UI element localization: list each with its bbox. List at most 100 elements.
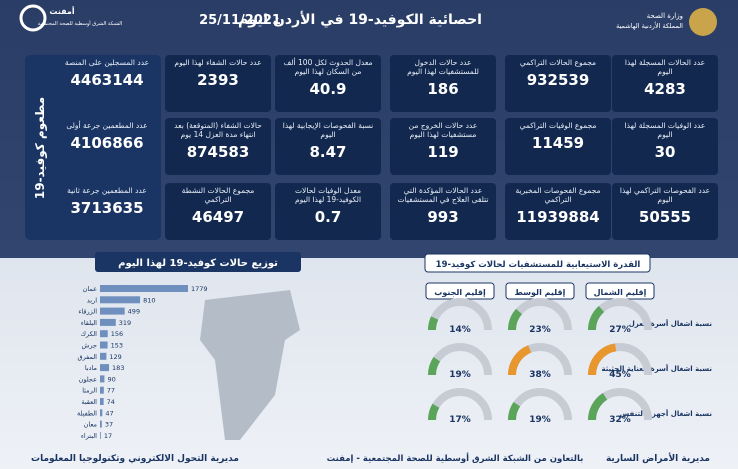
gauge-label: 19% — [449, 370, 471, 380]
stat-label: نسبة الفحوصات الإيجابية لهذا اليوم — [282, 121, 374, 139]
stat-card: عدد الحالات المسجلة لهذا اليوم 4283 — [612, 55, 718, 112]
capacity-title-box — [424, 253, 651, 273]
partner-logo — [19, 4, 47, 32]
region: إقليم الشمال — [594, 288, 647, 297]
bar — [100, 307, 125, 315]
gauge-label: 38% — [529, 370, 551, 380]
stat-label: مجموع الحالات التراكمي — [519, 58, 597, 67]
stat-label: حالات الشفاء (المتوقعة) بعد انتهاء مدة ا… — [174, 121, 262, 139]
bar — [100, 420, 102, 428]
distribution-title-box — [95, 252, 301, 272]
ministry: وزارة الصحة — [647, 12, 683, 20]
gauge-label: 14% — [449, 325, 471, 335]
region: إقليم الوسط — [515, 288, 566, 297]
vaccine-label: عدد المطعمين جرعة أولى — [66, 121, 148, 130]
stat-value: 2393 — [197, 71, 239, 89]
governorate: جرش — [81, 342, 97, 350]
bar-label: 17 — [104, 432, 112, 440]
governorate: اربد — [87, 296, 97, 304]
gauge-value — [428, 357, 441, 376]
gauge-label: 27% — [609, 325, 631, 335]
kingdom: المملكة الأردنية الهاشمية — [616, 21, 683, 30]
distribution-title: توزيع حالات كوفيد-19 لهذا اليوم — [118, 258, 278, 269]
bar-label: 153 — [111, 342, 123, 350]
stat-label: مجموع الحالات النشطة التراكمي — [181, 186, 255, 204]
vaccine-value: 4463144 — [70, 71, 144, 89]
bar-label: 129 — [109, 353, 121, 361]
row-label: نسبة اشغال أسرة العناية الحثيثة — [601, 364, 712, 373]
gauge-value — [588, 305, 605, 331]
stat-label: عدد حالات الخروج من مستشفيات لهذا اليوم — [408, 121, 478, 139]
stat-card: مجموع الحالات النشطة التراكمي 46497 — [165, 183, 271, 240]
row-label: نسبة اشغال أسرة العزل — [629, 319, 713, 328]
stat-value: 0.7 — [314, 208, 342, 226]
stat-value: 50555 — [638, 208, 692, 226]
footer-left: مديرية التحول الالكتروني وتكنولوجيا المع… — [31, 454, 239, 464]
vaccine-value: 4106866 — [70, 134, 144, 152]
gauge-label: 23% — [529, 325, 551, 335]
bar-label: 499 — [128, 308, 140, 316]
gauge-value — [428, 316, 439, 331]
governorate: الكرك — [81, 330, 98, 338]
emblem — [689, 8, 717, 36]
partner: أمفنت — [49, 6, 74, 16]
gauge-value — [428, 403, 440, 421]
bar-label: 810 — [143, 296, 155, 304]
stat-card: عدد حالات الخروج من مستشفيات لهذا اليوم 1… — [390, 118, 496, 175]
governorate: معان — [84, 421, 97, 429]
stat-label: عدد الوفيات المسجلة لهذا اليوم — [624, 121, 706, 139]
stat-card: مجموع الوفيات التراكمي 11459 — [505, 118, 611, 175]
governorate: البتراء — [81, 432, 97, 440]
vaccine-card: عدد المطعمين جرعة أولى 4106866 — [56, 118, 158, 175]
vaccine-label: عدد المطعمين جرعة ثانية — [67, 186, 147, 195]
stat-value: 11939884 — [516, 208, 600, 226]
gauge-value — [588, 392, 608, 421]
stat-label: مجموع الوفيات التراكمي — [519, 121, 597, 130]
map — [200, 290, 300, 440]
bar-label: 319 — [119, 319, 131, 327]
bar — [100, 285, 188, 292]
bar-label: 37 — [105, 421, 113, 429]
partner-full: الشبكة الشرق أوسطية للصحة المجتمعية — [38, 20, 122, 27]
vaccine-card: عدد المطعمين جرعة ثانية 3713635 — [56, 183, 158, 240]
bar — [100, 398, 104, 405]
bar — [100, 341, 108, 349]
governorate: الطفيلة — [77, 409, 97, 417]
stat-value: 40.9 — [309, 80, 347, 98]
stat-value: 30 — [654, 143, 676, 161]
footer-center: بالتعاون من الشبكة الشرق أوسطية للصحة ال… — [327, 452, 584, 464]
bar — [100, 364, 110, 372]
stat-label: عدد الحالات المسجلة لهذا اليوم — [624, 58, 706, 76]
stat-value: 8.47 — [309, 143, 347, 161]
bar-label: 183 — [112, 364, 124, 372]
stat-card: نسبة الفحوصات الإيجابية لهذا اليوم 8.47 — [275, 118, 381, 175]
bar — [100, 375, 105, 383]
gauge-label: 19% — [529, 415, 551, 425]
bar — [100, 431, 101, 439]
gauge-label: 32% — [609, 415, 631, 425]
gauge-label: 45% — [609, 370, 631, 380]
bar-label: 156 — [111, 330, 123, 338]
stat-value: 119 — [427, 143, 459, 161]
stat-value: 932539 — [526, 71, 590, 89]
row-label: نسبة اشغال أجهزة التنفس — [620, 409, 713, 418]
bar — [100, 409, 103, 417]
bar-label: 90 — [107, 375, 115, 383]
stat-card: مجموع الفحوصات المخبرية التراكمي 11939884 — [505, 183, 611, 240]
bar-label: 1779 — [191, 285, 208, 293]
bar-label: 47 — [105, 409, 113, 417]
governorate: البلقاء — [81, 319, 97, 327]
gauge-value — [508, 402, 521, 421]
bar — [100, 296, 141, 304]
governorate: عجلون — [79, 375, 97, 383]
stat-value: 4283 — [644, 80, 686, 98]
governorate: الرمثا — [82, 387, 97, 395]
vaccine-panel — [25, 55, 161, 240]
governorate: المفرق — [78, 353, 98, 361]
governorate: العقبة — [81, 398, 97, 406]
stat-value: 993 — [427, 208, 459, 226]
stat-card: معدل الحدوث لكل 100 ألف من السكان لهذا ا… — [275, 55, 381, 112]
stat-card: عدد حالات الشفاء لهذا اليوم 2393 — [165, 55, 271, 112]
